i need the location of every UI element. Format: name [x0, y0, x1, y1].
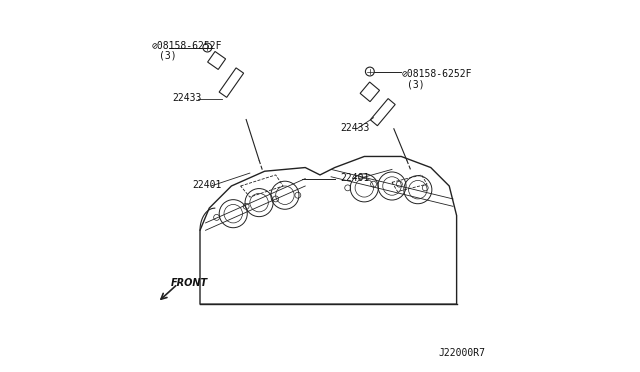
Text: ⊘08158-6252F: ⊘08158-6252F: [152, 41, 223, 51]
Text: ⊘08158-6252F: ⊘08158-6252F: [401, 69, 472, 79]
Text: 22433: 22433: [340, 124, 370, 133]
Text: 22433: 22433: [172, 93, 202, 103]
Text: J22000R7: J22000R7: [438, 348, 485, 358]
Text: 22401: 22401: [193, 180, 222, 190]
Text: (3): (3): [159, 51, 177, 61]
Text: FRONT: FRONT: [170, 278, 207, 288]
Text: (3): (3): [407, 79, 424, 89]
Text: 22401: 22401: [340, 173, 370, 183]
